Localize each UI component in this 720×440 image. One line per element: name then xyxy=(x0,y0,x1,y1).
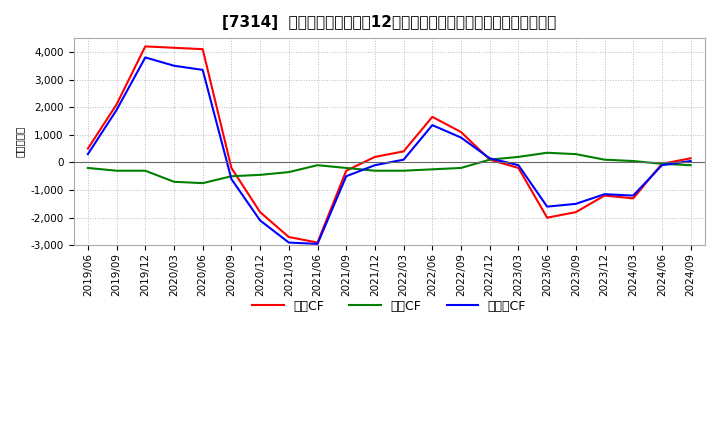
フリーCF xyxy=(84,151,92,157)
営業CF xyxy=(227,165,235,171)
営業CF xyxy=(572,209,580,215)
営業CF xyxy=(514,165,523,171)
フリーCF xyxy=(313,241,322,246)
投資CF xyxy=(485,157,494,162)
Line: 投資CF: 投資CF xyxy=(88,153,690,183)
営業CF xyxy=(313,240,322,245)
営業CF xyxy=(686,156,695,161)
投資CF xyxy=(514,154,523,160)
フリーCF xyxy=(572,201,580,206)
投資CF xyxy=(428,167,436,172)
投資CF xyxy=(572,151,580,157)
フリーCF xyxy=(342,174,351,179)
投資CF xyxy=(199,180,207,186)
フリーCF xyxy=(227,176,235,182)
フリーCF xyxy=(371,162,379,168)
営業CF xyxy=(170,45,179,51)
投資CF xyxy=(400,168,408,173)
投資CF xyxy=(371,168,379,173)
営業CF xyxy=(284,235,293,240)
フリーCF xyxy=(514,162,523,168)
営業CF xyxy=(371,154,379,160)
投資CF xyxy=(686,162,695,168)
投資CF xyxy=(600,157,609,162)
営業CF xyxy=(543,215,552,220)
営業CF xyxy=(400,149,408,154)
営業CF xyxy=(141,44,150,49)
フリーCF xyxy=(170,63,179,68)
フリーCF xyxy=(686,158,695,164)
投資CF xyxy=(284,169,293,175)
投資CF xyxy=(141,168,150,173)
投資CF xyxy=(227,174,235,179)
フリーCF xyxy=(284,240,293,245)
投資CF xyxy=(112,168,121,173)
フリーCF xyxy=(657,162,666,168)
Legend: 営業CF, 投資CF, フリーCF: 営業CF, 投資CF, フリーCF xyxy=(248,295,531,318)
投資CF xyxy=(256,172,264,177)
投資CF xyxy=(342,165,351,171)
フリーCF xyxy=(629,193,638,198)
フリーCF xyxy=(256,218,264,223)
投資CF xyxy=(456,165,465,171)
投資CF xyxy=(313,162,322,168)
営業CF xyxy=(485,157,494,162)
営業CF xyxy=(199,47,207,52)
フリーCF xyxy=(428,122,436,128)
フリーCF xyxy=(112,107,121,113)
営業CF xyxy=(112,102,121,107)
営業CF xyxy=(256,209,264,215)
投資CF xyxy=(170,179,179,184)
投資CF xyxy=(543,150,552,155)
営業CF xyxy=(456,129,465,135)
Y-axis label: （百万円）: （百万円） xyxy=(15,126,25,158)
フリーCF xyxy=(456,135,465,140)
営業CF xyxy=(629,196,638,201)
Title: [7314]  キャッシュフローの12か月移動合計の対前年同期増減額の推移: [7314] キャッシュフローの12か月移動合計の対前年同期増減額の推移 xyxy=(222,15,557,30)
営業CF xyxy=(84,146,92,151)
営業CF xyxy=(342,168,351,173)
営業CF xyxy=(657,161,666,166)
Line: 営業CF: 営業CF xyxy=(88,46,690,242)
営業CF xyxy=(428,114,436,120)
フリーCF xyxy=(400,157,408,162)
営業CF xyxy=(600,193,609,198)
フリーCF xyxy=(485,156,494,161)
投資CF xyxy=(629,158,638,164)
フリーCF xyxy=(141,55,150,60)
Line: フリーCF: フリーCF xyxy=(88,58,690,244)
投資CF xyxy=(657,161,666,166)
フリーCF xyxy=(600,191,609,197)
フリーCF xyxy=(199,67,207,73)
フリーCF xyxy=(543,204,552,209)
投資CF xyxy=(84,165,92,171)
